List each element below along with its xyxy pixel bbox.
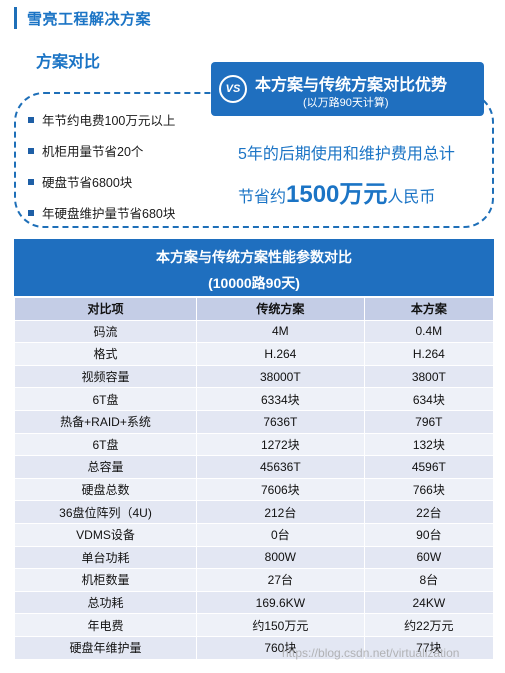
- table-cell: 634块: [363, 387, 495, 411]
- table-cell: 6334块: [196, 387, 365, 411]
- comparison-banner: VS 本方案与传统方案对比优势 (以万路90天计算): [211, 62, 484, 116]
- table-cell: 760块: [196, 635, 365, 660]
- table-cell: 1272块: [196, 432, 365, 457]
- bullet-item: 年硬盘维护量节省680块: [28, 197, 218, 228]
- savings-suffix: 人民币: [387, 189, 436, 206]
- bullet-text: 机柜用量节省20个: [42, 145, 144, 159]
- bullet-item: 机柜用量节省20个: [28, 135, 218, 166]
- table-cell: 约22万元: [363, 613, 495, 637]
- table-cell: 45636T: [196, 455, 365, 479]
- table-title: 本方案与传统方案性能参数对比: [156, 249, 352, 265]
- bullet-text: 年硬盘维护量节省680块: [42, 207, 176, 221]
- page-title: 雪亮工程解决方案: [27, 10, 152, 28]
- table-row: 码流 4M 0.4M: [13, 319, 495, 344]
- table-cell: 视频容量: [13, 364, 198, 389]
- table-cell: 38000T: [196, 364, 365, 389]
- table-cell: 800W: [196, 545, 365, 570]
- table-row: 6T盘 1272块 132块: [13, 432, 495, 457]
- bullet-square-icon: [28, 147, 34, 154]
- header-accent-bar: [14, 7, 17, 29]
- table-row: 年电费 约150万元 约22万元: [13, 613, 495, 637]
- bullet-item: 硬盘节省6800块: [28, 166, 218, 197]
- banner-subtitle: (以万路90天计算): [303, 97, 389, 109]
- page-header: 雪亮工程解决方案: [14, 6, 151, 30]
- table-cell: 24KW: [363, 590, 495, 615]
- savings-text: 5年的后期使用和维护费用总计: [238, 146, 455, 163]
- bullet-text: 硬盘节省6800块: [42, 176, 133, 190]
- table-cell: 码流: [13, 319, 198, 344]
- watermark-text: https://blog.csdn.net/virtualization: [282, 646, 460, 660]
- table-cell: 年电费: [13, 613, 198, 637]
- bullet-text: 年节约电费100万元以上: [42, 114, 176, 128]
- vs-icon: VS: [219, 75, 247, 103]
- table-cell: 60W: [363, 545, 495, 570]
- table-row: 热备+RAID+系统 7636T 796T: [13, 409, 495, 434]
- table-cell: 总容量: [13, 455, 198, 479]
- table-cell: 6T盘: [13, 387, 198, 411]
- column-header: 传统方案: [196, 297, 365, 321]
- table-cell: 3800T: [363, 364, 495, 389]
- table-cell: 7606块: [196, 477, 365, 502]
- banner-title: 本方案与传统方案对比优势: [255, 77, 448, 94]
- table-cell: 7636T: [196, 409, 365, 434]
- table-row: VDMS设备 0台 90台: [13, 522, 495, 547]
- table-cell: 单台功耗: [13, 545, 198, 570]
- table-cell: 6T盘: [13, 432, 198, 457]
- table-body: 码流 4M 0.4M 格式 H.264 H.264 视频容量 38000T 3800T 6T盘 63…: [13, 319, 495, 660]
- table-subtitle: (10000路90天): [208, 275, 300, 291]
- table-cell: 机柜数量: [13, 568, 198, 592]
- savings-amount: 1500万元: [286, 181, 388, 208]
- table-cell: 硬盘年维护量: [13, 635, 198, 660]
- table-cell: 4596T: [363, 455, 495, 479]
- column-header: 本方案: [363, 297, 495, 321]
- table-cell: 热备+RAID+系统: [13, 409, 198, 434]
- section-title: 方案对比: [36, 54, 101, 71]
- bullet-list: 年节约电费100万元以上 机柜用量节省20个 硬盘节省6800块 年硬盘维护量节…: [28, 104, 218, 228]
- table-cell: 约150万元: [196, 613, 365, 637]
- table-cell: 总功耗: [13, 590, 198, 615]
- table-row: 硬盘年维护量 760块 77块: [13, 635, 495, 660]
- table-cell: 27台: [196, 568, 365, 592]
- table-row: 硬盘总数 7606块 766块: [13, 477, 495, 502]
- table-cell: 766块: [363, 477, 495, 502]
- table-cell: 22台: [363, 500, 495, 524]
- table-cell: VDMS设备: [13, 522, 198, 547]
- table-row: 总功耗 169.6KW 24KW: [13, 590, 495, 615]
- bullet-square-icon: [28, 178, 34, 185]
- table-cell: 硬盘总数: [13, 477, 198, 502]
- table-cell: 格式: [13, 342, 198, 366]
- table-cell: 212台: [196, 500, 365, 524]
- savings-prefix: 节省约: [238, 189, 287, 206]
- table-cell: 90台: [363, 522, 495, 547]
- table-cell: 77块: [363, 635, 495, 660]
- table-row: 36盘位阵列（4U) 212台 22台: [13, 500, 495, 524]
- bullet-square-icon: [28, 116, 34, 123]
- column-header: 对比项: [13, 297, 198, 321]
- table-row: 单台功耗 800W 60W: [13, 545, 495, 570]
- table-row: 6T盘 6334块 634块: [13, 387, 495, 411]
- table-cell: 8台: [363, 568, 495, 592]
- table-cell: 0台: [196, 522, 365, 547]
- table-cell: 36盘位阵列（4U): [13, 500, 198, 524]
- table-cell: 0.4M: [363, 319, 495, 344]
- table-title-block: 本方案与传统方案性能参数对比 (10000路90天): [14, 239, 494, 296]
- table-row: 视频容量 38000T 3800T: [13, 364, 495, 389]
- table-header-row: 对比项 传统方案 本方案: [13, 297, 495, 321]
- table-row: 格式 H.264 H.264: [13, 342, 495, 366]
- table-cell: H.264: [196, 342, 365, 366]
- table-cell: H.264: [363, 342, 495, 366]
- bullet-item: 年节约电费100万元以上: [28, 104, 218, 135]
- comparison-table: 对比项 传统方案 本方案 码流 4M 0.4M 格式 H.264 H.264 视频容量 380…: [13, 297, 495, 660]
- table-cell: 169.6KW: [196, 590, 365, 615]
- table-cell: 4M: [196, 319, 365, 344]
- table-cell: 796T: [363, 409, 495, 434]
- table-cell: 132块: [363, 432, 495, 457]
- bullet-square-icon: [28, 209, 34, 216]
- table-row: 机柜数量 27台 8台: [13, 568, 495, 592]
- table-row: 总容量 45636T 4596T: [13, 455, 495, 479]
- savings-amount-line: 节省约1500万元人民币: [238, 174, 435, 209]
